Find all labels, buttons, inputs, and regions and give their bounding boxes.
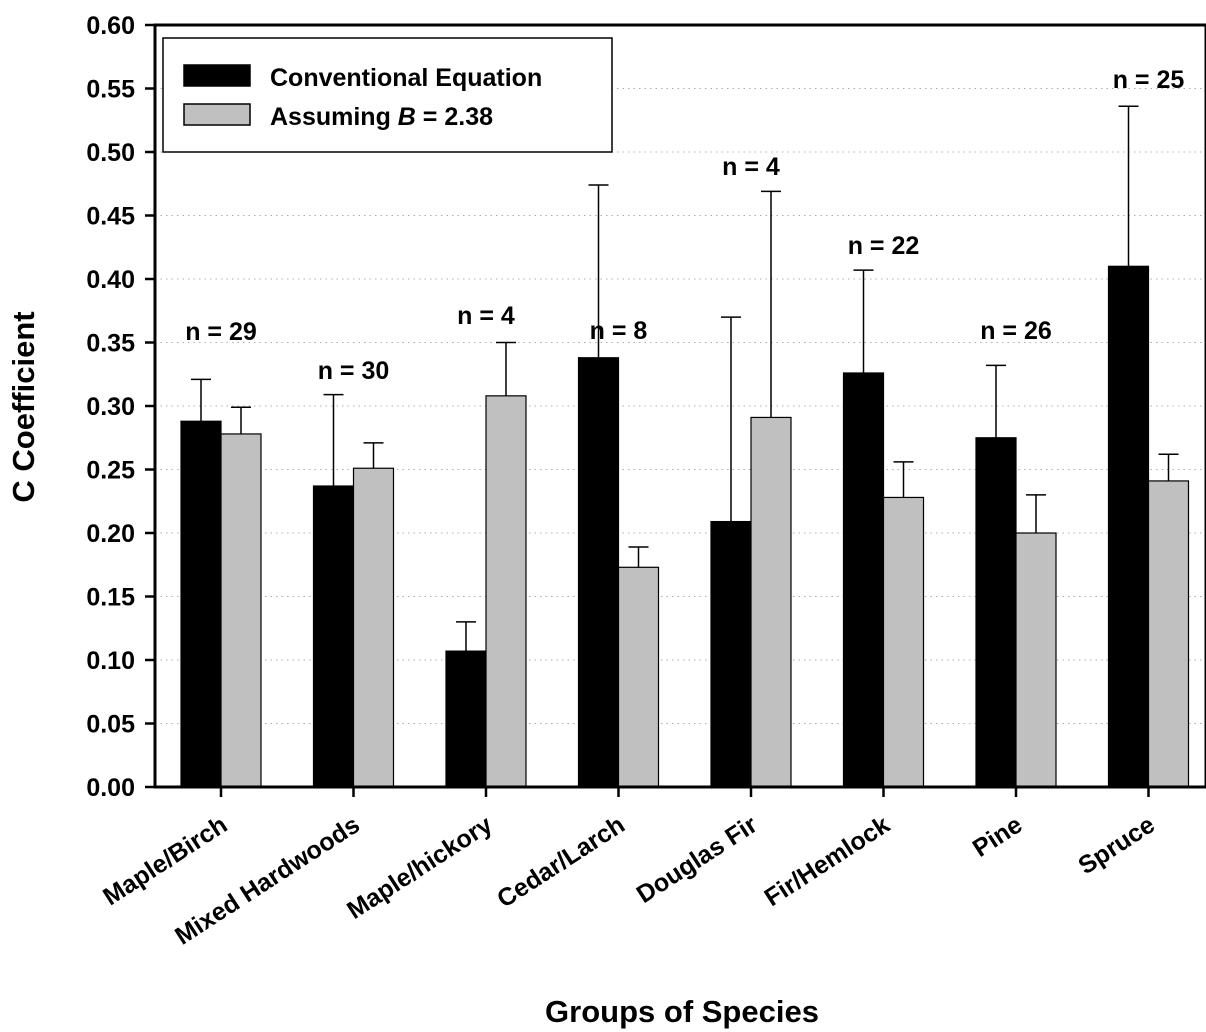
bar: [1107, 265, 1150, 788]
y-tick-label: 0.00: [86, 774, 135, 802]
y-axis-title: C Coefficient: [6, 311, 41, 502]
legend-label-suffix: = 2.38: [416, 103, 493, 131]
y-tick-label: 0.05: [86, 711, 135, 739]
x-category-label: Spruce: [1073, 811, 1159, 881]
bar: [1015, 532, 1057, 788]
y-tick-label: 0.60: [86, 12, 135, 40]
sample-size-label: n = 29: [185, 318, 257, 346]
y-tick-label: 0.25: [86, 457, 135, 485]
x-category-label: Pine: [968, 810, 1028, 862]
bar: [750, 416, 792, 788]
x-axis-title: Groups of Species: [545, 994, 819, 1029]
y-tick-label: 0.50: [86, 139, 135, 167]
bar: [220, 433, 262, 788]
legend-label-italic-b: B: [398, 103, 416, 131]
bar: [577, 357, 620, 788]
y-tick-label: 0.15: [86, 584, 135, 612]
y-tick-label: 0.35: [86, 330, 135, 358]
x-category-label: Maple/hickory: [342, 811, 497, 925]
sample-size-labels: n = 29 n = 30 n = 4 n = 8 n = 4 n = 22 n = 26 n…: [185, 66, 1184, 385]
bar: [617, 566, 660, 788]
y-tick-label: 0.40: [86, 266, 135, 294]
bars: [180, 265, 1190, 788]
legend-box: [162, 37, 613, 153]
bar: [445, 650, 487, 788]
y-tick-label: 0.45: [86, 203, 135, 231]
sample-size-label: n = 4: [722, 153, 780, 181]
legend: Conventional Equation Assuming B = 2.38: [162, 37, 613, 153]
bar: [485, 395, 527, 788]
bar: [180, 420, 222, 788]
bar: [1147, 480, 1190, 788]
sample-size-label: n = 22: [848, 232, 920, 260]
legend-swatch-assuming-b: [183, 103, 251, 126]
sample-size-label: n = 4: [457, 302, 515, 330]
sample-size-label: n = 25: [1113, 66, 1185, 94]
y-tick-label: 0.10: [86, 647, 135, 675]
sample-size-label: n = 26: [980, 317, 1052, 345]
bar: [352, 467, 395, 788]
x-category-label: Douglas Fir: [632, 810, 763, 909]
legend-label-conventional: Conventional Equation: [270, 64, 542, 92]
bar: [312, 485, 355, 788]
y-tick-label: 0.55: [86, 76, 135, 104]
x-category-label: Fir/Hemlock: [759, 811, 894, 912]
legend-label-assuming-b: Assuming B = 2.38: [270, 103, 493, 131]
bar: [842, 372, 885, 788]
legend-swatch-conventional: [183, 64, 251, 87]
y-axis-ticks: 0.00 0.05 0.10 0.15 0.20 0.25 0.30 0.35 0.40 0.45…: [86, 12, 155, 802]
legend-label-prefix: Assuming: [270, 103, 398, 131]
x-category-label: Cedar/Larch: [492, 811, 630, 914]
x-category-label: Maple/Birch: [98, 811, 232, 912]
sample-size-label: n = 8: [590, 317, 648, 345]
bar: [710, 520, 752, 788]
bar: [975, 437, 1017, 788]
bar: [882, 496, 925, 788]
error-bars: [191, 105, 1179, 652]
sample-size-label: n = 30: [318, 357, 390, 385]
y-tick-label: 0.30: [86, 393, 135, 421]
y-tick-label: 0.20: [86, 520, 135, 548]
